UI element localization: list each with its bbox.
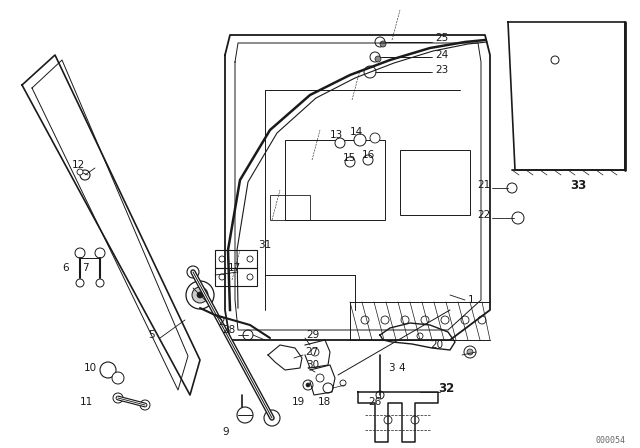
Circle shape [401,316,409,324]
Circle shape [461,316,469,324]
Text: 22: 22 [477,210,490,220]
Bar [400,150,470,215]
Circle shape [237,407,253,423]
Circle shape [247,256,253,262]
Circle shape [551,56,559,64]
Circle shape [335,138,345,148]
Text: 19: 19 [292,397,305,407]
Circle shape [354,134,366,146]
Text: 27: 27 [305,347,318,357]
Text: 000054: 000054 [595,435,625,444]
Circle shape [340,380,346,386]
Circle shape [113,393,123,403]
Circle shape [192,287,208,303]
Text: 25: 25 [435,33,448,43]
Circle shape [306,383,310,387]
Circle shape [219,256,225,262]
Circle shape [323,383,333,393]
Circle shape [512,212,524,224]
Text: 23: 23 [435,65,448,75]
Circle shape [95,248,105,258]
Text: 7: 7 [82,263,88,273]
Circle shape [186,281,214,309]
Text: 6: 6 [62,263,68,273]
Text: 21: 21 [477,180,490,190]
Text: 28: 28 [222,325,236,335]
Circle shape [507,183,517,193]
Circle shape [197,292,203,298]
Circle shape [264,410,280,426]
Text: 1: 1 [468,295,475,305]
Bar [270,195,310,220]
Circle shape [375,56,381,62]
Circle shape [76,279,84,287]
Circle shape [96,279,104,287]
Circle shape [303,380,313,390]
Text: 9: 9 [222,427,228,437]
Text: 16: 16 [362,150,375,160]
Circle shape [370,52,380,62]
Text: 20: 20 [430,340,443,350]
Text: 11: 11 [80,397,93,407]
Text: 13: 13 [330,130,343,140]
Text: 17: 17 [228,263,241,273]
Circle shape [243,330,253,340]
Bar [215,250,257,268]
Text: 3: 3 [388,363,395,373]
Circle shape [370,133,380,143]
Circle shape [247,274,253,280]
Text: 5: 5 [148,330,155,340]
Circle shape [140,400,150,410]
Circle shape [77,169,83,175]
Circle shape [384,416,392,424]
Circle shape [417,333,423,339]
Circle shape [375,37,385,47]
Circle shape [421,316,429,324]
Text: 15: 15 [343,153,356,163]
Circle shape [376,391,384,399]
Text: 26: 26 [368,397,381,407]
Circle shape [441,316,449,324]
Circle shape [100,362,116,378]
Circle shape [411,416,419,424]
Bar [285,140,385,220]
Circle shape [380,41,386,47]
Text: 24: 24 [435,50,448,60]
Circle shape [345,157,355,167]
Circle shape [219,274,225,280]
Circle shape [75,248,85,258]
Text: 10: 10 [84,363,97,373]
Circle shape [187,266,199,278]
Circle shape [361,316,369,324]
Text: 31: 31 [258,240,271,250]
Text: 30: 30 [306,360,319,370]
Text: 14: 14 [350,127,364,137]
Circle shape [311,348,319,356]
Text: 4: 4 [398,363,404,373]
Circle shape [381,316,389,324]
Text: 32: 32 [438,382,454,395]
Circle shape [467,349,473,355]
Circle shape [316,374,324,382]
Circle shape [464,346,476,358]
Circle shape [478,316,486,324]
Text: 2: 2 [218,317,225,327]
Bar [215,268,257,286]
Text: 12: 12 [72,160,85,170]
Circle shape [364,66,376,78]
Text: 18: 18 [318,397,332,407]
Text: 33: 33 [570,178,586,191]
Circle shape [80,170,90,180]
Circle shape [112,372,124,384]
Circle shape [363,155,373,165]
Text: 29: 29 [306,330,319,340]
